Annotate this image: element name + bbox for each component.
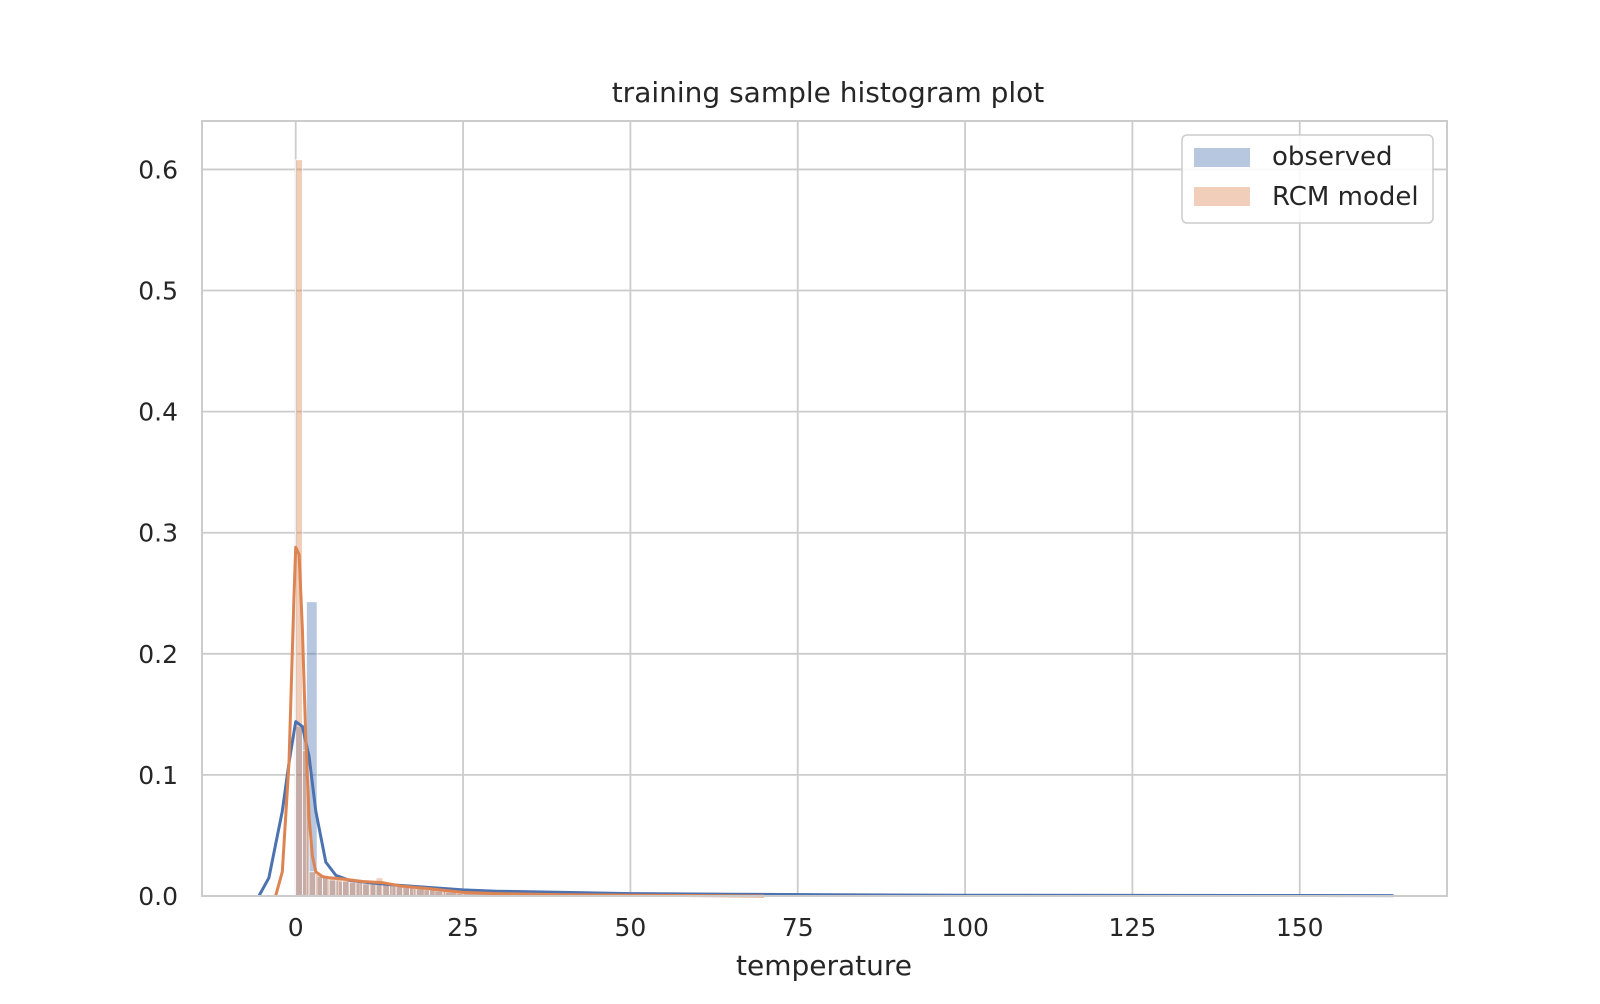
- hist-bar-rcm-model-14: [389, 885, 396, 896]
- legend-swatch-observed: [1194, 148, 1250, 167]
- hist-bar-rcm-model-12: [376, 878, 383, 896]
- x-tick-label-3: 75: [782, 913, 814, 942]
- hist-bar-rcm-model-0: [296, 160, 303, 896]
- hist-bar-rcm-model-10: [363, 884, 370, 896]
- kde-line-rcm-model: [276, 547, 765, 896]
- x-tick-label-1: 25: [447, 913, 479, 942]
- x-tick-label-2: 50: [614, 913, 646, 942]
- y-tick-label-0: 0.0: [138, 882, 178, 911]
- hist-bar-rcm-model-7: [343, 880, 350, 896]
- y-tick-label-2: 0.2: [138, 640, 178, 669]
- x-tick-label-5: 125: [1109, 913, 1157, 942]
- x-axis-ticks: 0 25 50 75 100 125 150: [288, 913, 1324, 942]
- plot-frame: [202, 121, 1447, 896]
- y-tick-label-5: 0.5: [138, 277, 178, 306]
- hist-bar-rcm-model-4: [322, 877, 329, 896]
- y-tick-label-1: 0.1: [138, 761, 178, 790]
- hist-bar-rcm-model-5: [329, 878, 336, 896]
- kde-line-observed: [259, 722, 1394, 896]
- legend-label-observed: observed: [1272, 142, 1393, 172]
- x-axis-label: temperature: [736, 949, 912, 982]
- x-tick-label-4: 100: [941, 913, 989, 942]
- y-tick-label-6: 0.6: [138, 155, 178, 184]
- x-tick-label-0: 0: [288, 913, 304, 942]
- hist-bar-rcm-model-9: [356, 883, 363, 896]
- legend-label-rcm-model: RCM model: [1272, 182, 1419, 212]
- y-tick-label-4: 0.4: [138, 398, 178, 427]
- legend-swatch-rcm-model: [1194, 187, 1250, 206]
- y-tick-label-3: 0.3: [138, 519, 178, 548]
- hist-bar-rcm-model-6: [336, 879, 343, 896]
- density-curves: [259, 547, 1394, 896]
- hist-bar-rcm-model-2: [309, 872, 316, 896]
- y-axis-ticks: 0.0 0.1 0.2 0.3 0.4 0.5 0.6: [138, 155, 178, 911]
- histogram-bars: [296, 160, 1394, 896]
- hist-bar-rcm-model-15: [396, 886, 403, 896]
- chart-title: training sample histogram plot: [612, 76, 1045, 109]
- x-tick-label-6: 150: [1276, 913, 1324, 942]
- hist-bar-rcm-model-8: [349, 881, 356, 896]
- grid-lines: [202, 121, 1447, 896]
- legend: observed RCM model: [1182, 135, 1433, 223]
